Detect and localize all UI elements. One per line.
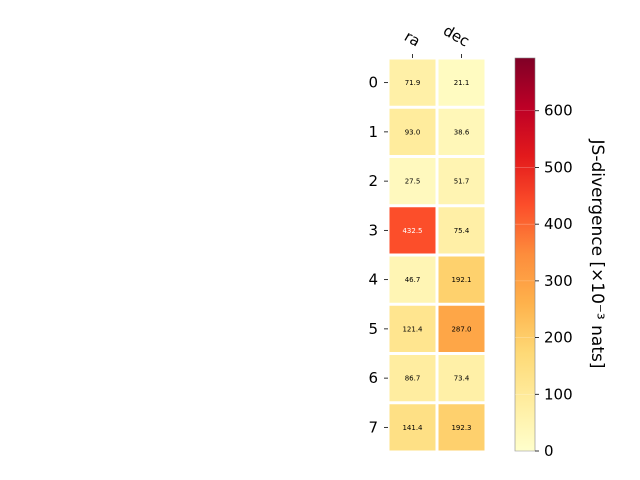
heatmap-cell (438, 158, 485, 205)
cell-value-label: 287.0 (451, 325, 471, 333)
heatmap-cell (389, 355, 436, 402)
heatmap-cell (438, 207, 485, 254)
cell-value-label: 71.9 (405, 79, 421, 87)
cell-value-label: 38.6 (454, 128, 470, 136)
y-tick-label: 1 (368, 123, 378, 141)
cell-value-label: 192.3 (451, 424, 471, 432)
colorbar-label: JS-divergence [×10⁻³ nats] (587, 139, 607, 369)
y-tick-label: 6 (368, 369, 378, 387)
heatmap-cell (389, 158, 436, 205)
x-tick-label: ra (401, 27, 423, 50)
cell-value-label: 192.1 (451, 276, 471, 284)
cell-value-label: 46.7 (405, 276, 421, 284)
heatmap-cell (438, 355, 485, 402)
heatmap-grid: 71.9 21.1 93.0 38.6 27.5 51.7 432.5 75.4 46.7 192… (389, 59, 485, 451)
cell-value-label: 432.5 (402, 227, 422, 235)
cell-value-label: 21.1 (454, 79, 470, 87)
cell-value-label: 86.7 (405, 375, 421, 383)
colorbar-tick-label: 500 (544, 158, 573, 176)
cell-value-label: 51.7 (454, 178, 470, 186)
heatmap-cell (438, 59, 485, 106)
heatmap-cell (438, 108, 485, 155)
x-tick-label: dec (440, 21, 472, 50)
heatmap-cell (389, 59, 436, 106)
y-tick-label: 2 (368, 172, 378, 190)
colorbar-tick-label: 100 (544, 385, 573, 403)
y-tick-label: 4 (368, 271, 378, 289)
colorbar-tick-label: 600 (544, 102, 573, 120)
colorbar-gradient (514, 57, 536, 452)
colorbar-tick-label: 0 (544, 442, 554, 460)
cell-value-label: 93.0 (405, 128, 421, 136)
cell-value-label: 141.4 (402, 424, 423, 432)
heatmap-cell (438, 256, 485, 303)
y-tick-label: 3 (368, 221, 378, 239)
cell-value-label: 73.4 (454, 375, 470, 383)
y-tick-label: 0 (368, 74, 378, 92)
heatmap-cell (389, 256, 436, 303)
heatmap-cell (438, 404, 485, 451)
cell-value-label: 75.4 (454, 227, 470, 235)
heatmap-cell (389, 108, 436, 155)
heatmap-cell (389, 207, 436, 254)
heatmap-cell (389, 404, 436, 451)
heatmap-cell (389, 305, 436, 352)
cell-value-label: 121.4 (402, 325, 423, 333)
colorbar-tick-label: 300 (544, 272, 573, 290)
cell-value-label: 27.5 (405, 178, 421, 186)
heatmap-cell (438, 305, 485, 352)
colorbar-tick-label: 400 (544, 215, 573, 233)
colorbar-tick-label: 200 (544, 329, 573, 347)
y-tick-label: 5 (368, 320, 378, 338)
colorbar: JS-divergence [×10⁻³ nats] 0 100 200 300 400… (514, 57, 607, 460)
y-tick-label: 7 (368, 418, 378, 436)
